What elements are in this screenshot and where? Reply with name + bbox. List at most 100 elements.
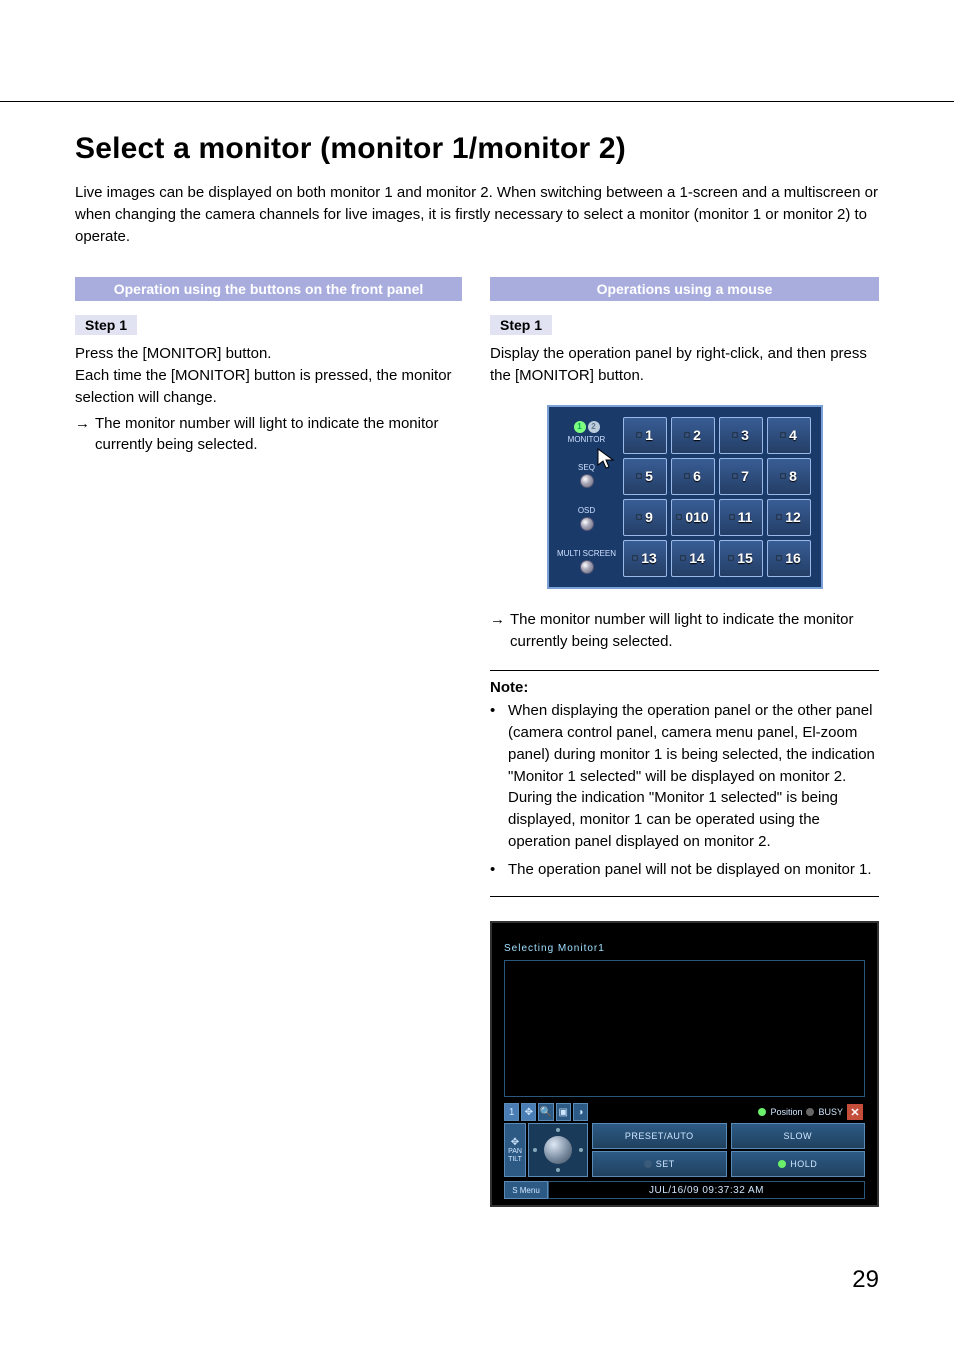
osd-indicator-icon	[580, 517, 594, 531]
left-column: Operation using the buttons on the front…	[75, 277, 462, 1207]
set-label: SET	[656, 1159, 675, 1169]
camera-button-6[interactable]: 6	[671, 458, 715, 495]
hold-button[interactable]: HOLD	[731, 1151, 866, 1177]
osd-button-area[interactable]: OSD	[553, 497, 621, 540]
monitor2-control-bar: 1 ✥ 🔍 ▣ ◑ ✥ PAN	[504, 1103, 865, 1177]
tilt-label: TILT	[508, 1156, 522, 1164]
pan-label: PAN	[508, 1148, 522, 1156]
joystick-control[interactable]	[528, 1123, 588, 1177]
note-list: •When displaying the operation panel or …	[490, 700, 879, 880]
timestamp-display: JUL/16/09 09:37:32 AM	[548, 1181, 865, 1199]
page: Select a monitor (monitor 1/monitor 2) L…	[0, 0, 954, 1350]
left-arrow-text: The monitor number will light to indicat…	[95, 413, 462, 457]
cursor-arrow-icon	[595, 447, 619, 471]
camera-button-5[interactable]: 5	[623, 458, 667, 495]
multiscreen-button-area[interactable]: MULTI SCREEN	[553, 540, 621, 583]
camera-button-16[interactable]: 16	[767, 540, 811, 577]
camera-button-14[interactable]: 14	[671, 540, 715, 577]
close-button[interactable]: ✕	[847, 1104, 863, 1120]
camera-button-4[interactable]: 4	[767, 417, 811, 454]
hold-label: HOLD	[790, 1159, 817, 1169]
move-tab-button[interactable]: ✥	[521, 1103, 536, 1121]
joystick-icon	[544, 1136, 572, 1164]
position-led-icon	[758, 1108, 766, 1116]
intro-paragraph: Live images can be displayed on both mon…	[75, 182, 879, 247]
operation-panel-figure: 1 2 MONITOR SEQ OSD	[490, 405, 879, 589]
op-panel-number-grid: 1 2 3 4 5 6 7 8 9 010 11	[621, 411, 817, 583]
zoom-icon: 🔍	[540, 1107, 552, 1118]
camera-button-2[interactable]: 2	[671, 417, 715, 454]
note-item-1: •When displaying the operation panel or …	[490, 700, 879, 852]
monitor-label: MONITOR	[568, 435, 606, 444]
hold-led-icon	[778, 1160, 786, 1168]
two-column-layout: Operation using the buttons on the front…	[75, 277, 879, 1207]
camera-button-9[interactable]: 9	[623, 499, 667, 536]
note-bottom-rule	[490, 896, 879, 897]
monitor-1-indicator-icon: 1	[574, 421, 586, 433]
selecting-monitor1-status: Selecting Monitor1	[504, 943, 865, 954]
monitor2-ctrl-mid: Position BUSY ✕ PRESET/AUTO SLOW	[592, 1103, 865, 1177]
camera-button-13[interactable]: 13	[623, 540, 667, 577]
content-area: Select a monitor (monitor 1/monitor 2) L…	[75, 132, 879, 1207]
monitor-2-indicator-icon: 2	[588, 421, 600, 433]
multiscreen-label: MULTI SCREEN	[557, 549, 616, 558]
multiscreen-indicator-icon	[580, 560, 594, 574]
camera-button-7[interactable]: 7	[719, 458, 763, 495]
seq-indicator-icon	[580, 474, 594, 488]
left-body-1: Press the [MONITOR] button.	[75, 343, 462, 365]
operation-panel: 1 2 MONITOR SEQ OSD	[547, 405, 823, 589]
set-led-icon	[644, 1160, 652, 1168]
camera-button-15[interactable]: 15	[719, 540, 763, 577]
focus-icon: ▣	[558, 1107, 567, 1118]
osd-label: OSD	[578, 506, 595, 515]
timestamp-text: JUL/16/09 09:37:32 AM	[649, 1185, 764, 1196]
set-button[interactable]: SET	[592, 1151, 727, 1177]
move-cross-icon: ✥	[511, 1137, 519, 1148]
page-title: Select a monitor (monitor 1/monitor 2)	[75, 132, 879, 166]
slow-label: SLOW	[783, 1131, 812, 1141]
busy-label: BUSY	[818, 1107, 843, 1117]
note-heading: Note:	[490, 679, 879, 696]
note-item-1-text: When displaying the operation panel or t…	[508, 700, 879, 852]
slow-button[interactable]: SLOW	[731, 1123, 866, 1149]
monitor2-bottom-bar: S Menu JUL/16/09 09:37:32 AM	[504, 1181, 865, 1199]
arrow-icon: →	[75, 413, 89, 457]
cam-tab-button[interactable]: 1	[504, 1103, 519, 1121]
note-item-2: •The operation panel will not be display…	[490, 859, 879, 881]
right-arrow-row: → The monitor number will light to indic…	[490, 609, 879, 653]
camera-button-12[interactable]: 12	[767, 499, 811, 536]
left-body-2: Each time the [MONITOR] button is presse…	[75, 365, 462, 409]
camera-button-3[interactable]: 3	[719, 417, 763, 454]
move-icon: ✥	[525, 1107, 533, 1118]
extra2-tab-button[interactable]: ◑	[573, 1103, 588, 1121]
right-arrow-text: The monitor number will light to indicat…	[510, 609, 879, 653]
page-number: 29	[852, 1266, 879, 1294]
right-body-1: Display the operation panel by right-cli…	[490, 343, 879, 387]
zoom-tab-button[interactable]: 🔍	[538, 1103, 553, 1121]
seq-label: SEQ	[578, 463, 595, 472]
s-menu-button[interactable]: S Menu	[504, 1181, 548, 1199]
camera-button-11[interactable]: 11	[719, 499, 763, 536]
close-icon: ✕	[850, 1106, 859, 1119]
camera-icon: 1	[509, 1107, 515, 1118]
right-column: Operations using a mouse Step 1 Display …	[490, 277, 879, 1207]
right-header-bar: Operations using a mouse	[490, 277, 879, 301]
preset-auto-button[interactable]: PRESET/AUTO	[592, 1123, 727, 1149]
extra1-tab-button[interactable]: ▣	[556, 1103, 571, 1121]
position-label: Position	[770, 1107, 802, 1117]
op-panel-left-side: 1 2 MONITOR SEQ OSD	[553, 411, 621, 583]
iris-icon: ◑	[577, 1107, 583, 1118]
top-rule	[0, 101, 954, 102]
monitor2-ctrl-left: 1 ✥ 🔍 ▣ ◑ ✥ PAN	[504, 1103, 588, 1177]
camera-button-1[interactable]: 1	[623, 417, 667, 454]
left-arrow-row: → The monitor number will light to indic…	[75, 413, 462, 457]
preset-auto-label: PRESET/AUTO	[625, 1131, 694, 1141]
camera-button-10[interactable]: 010	[671, 499, 715, 536]
camera-button-8[interactable]: 8	[767, 458, 811, 495]
s-menu-label: S Menu	[512, 1186, 540, 1195]
left-step-label: Step 1	[75, 315, 137, 335]
left-header-bar: Operation using the buttons on the front…	[75, 277, 462, 301]
pan-tilt-label: ✥ PAN TILT	[504, 1123, 526, 1177]
arrow-icon: →	[490, 609, 504, 653]
right-step-label: Step 1	[490, 315, 552, 335]
